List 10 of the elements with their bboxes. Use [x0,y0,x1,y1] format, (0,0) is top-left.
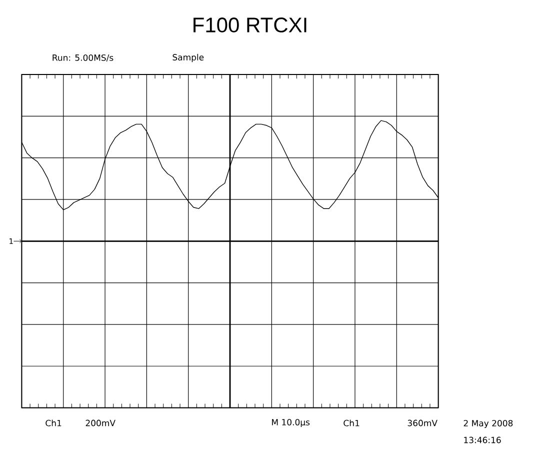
text: Run: 5.00MS/s [52,54,114,62]
text: Ch1 [344,420,360,426]
text: M 10.0µs [272,418,310,428]
text: 360mV [408,420,438,426]
text: Sample [172,54,204,62]
text: Ch1 [46,420,62,426]
text: 200mV [86,420,116,426]
chart-title: F100 RTCXI [194,18,306,32]
text: 13:46:16 [464,436,501,444]
text: 2 May 2008 [464,420,513,428]
